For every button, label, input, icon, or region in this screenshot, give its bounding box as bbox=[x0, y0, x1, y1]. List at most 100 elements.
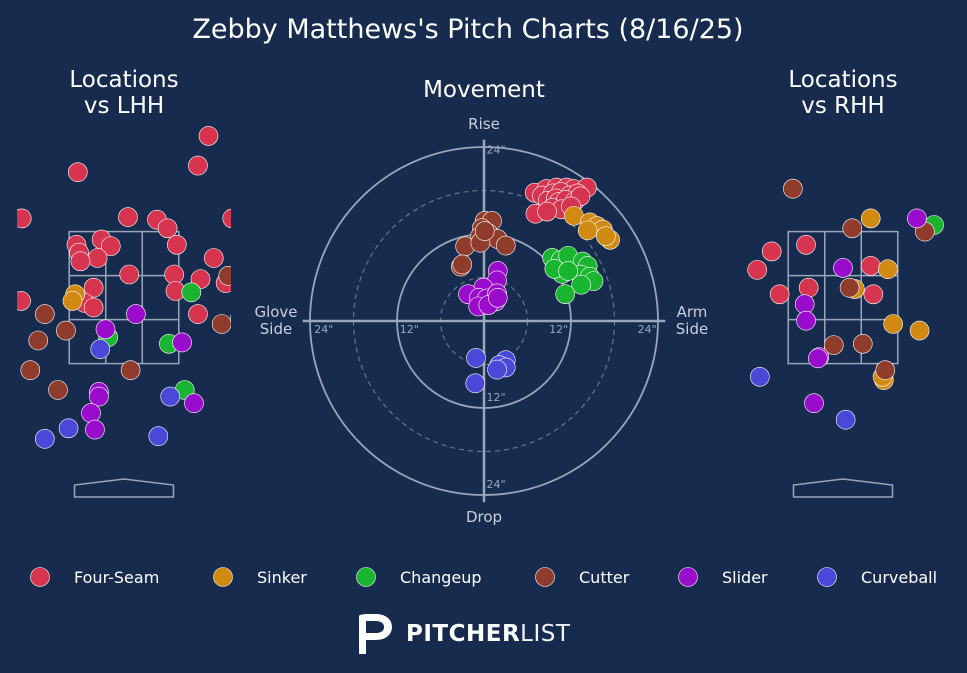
legend-marker-four-seam bbox=[30, 567, 50, 587]
lhh-point-four-seam-16 bbox=[236, 252, 255, 271]
lhh-point-cutter-1 bbox=[34, 304, 55, 324]
lhh-point-four-seam-12 bbox=[87, 248, 108, 268]
rhh-point-slider-3 bbox=[796, 310, 816, 331]
lhh-point-slider-2 bbox=[172, 332, 192, 353]
legend-item-four-seam: Four-Seam bbox=[30, 567, 159, 587]
lhh-point-cutter-4 bbox=[28, 330, 49, 351]
lhh-point-four-seam-24 bbox=[83, 297, 104, 318]
rhh-point-sinker-3 bbox=[883, 314, 903, 334]
rhh-point-slider-0 bbox=[907, 208, 927, 229]
lhh-point-cutter-2 bbox=[211, 314, 231, 334]
legend-marker-sinker bbox=[213, 567, 233, 587]
legend-label-sinker: Sinker bbox=[257, 568, 307, 587]
legend-item-curveball: Curveball bbox=[817, 567, 937, 587]
lhh-point-cutter-3 bbox=[56, 320, 76, 341]
lhh-home-plate bbox=[73, 478, 175, 498]
rhh-point-slider-5 bbox=[808, 348, 828, 369]
rhh-point-sinker-1 bbox=[878, 259, 898, 280]
lhh-point-curveball-4 bbox=[148, 426, 169, 447]
movement-point-four-seam-21 bbox=[537, 201, 557, 222]
lhh-point-four-seam-15 bbox=[203, 248, 224, 268]
movement-title: Movement bbox=[423, 77, 545, 103]
lhh-point-cutter-6 bbox=[20, 360, 41, 381]
rhh-point-four-seam-0 bbox=[796, 235, 816, 255]
rhh-point-four-seam-6 bbox=[863, 284, 884, 305]
lhh-point-slider-0 bbox=[95, 319, 116, 340]
rhh-point-slider-6 bbox=[804, 393, 824, 414]
rhh-point-cutter-4 bbox=[852, 333, 873, 354]
lhh-point-curveball-2 bbox=[58, 418, 79, 439]
movement-point-changeup-11 bbox=[571, 274, 591, 295]
rhh-point-cutter-3 bbox=[839, 277, 860, 298]
legend-marker-slider bbox=[678, 567, 698, 587]
rhh-point-slider-1 bbox=[833, 258, 853, 278]
axis-label-arm-side: Arm Side bbox=[676, 303, 708, 338]
legend-label-slider: Slider bbox=[722, 568, 768, 587]
rhh-point-four-seam-5 bbox=[769, 284, 790, 305]
rhh-point-curveball-1 bbox=[835, 409, 856, 430]
legend-item-cutter: Cutter bbox=[535, 567, 630, 587]
lhh-point-four-seam-26 bbox=[188, 304, 208, 324]
ring-label-bottom-24: 24" bbox=[486, 478, 505, 491]
pitcherlist-p-icon bbox=[359, 614, 392, 654]
legend-item-slider: Slider bbox=[678, 567, 768, 587]
rhh-point-cutter-0 bbox=[783, 178, 803, 199]
ring-label-right-12: 12" bbox=[549, 323, 568, 336]
movement-point-cutter-9 bbox=[495, 235, 516, 256]
lhh-point-four-seam-22 bbox=[83, 277, 104, 298]
lhh-point-slider-6 bbox=[184, 393, 204, 414]
lhh-point-four-seam-6 bbox=[157, 218, 178, 239]
rhh-point-four-seam-3 bbox=[860, 256, 881, 276]
lhh-point-slider-7 bbox=[81, 403, 101, 423]
lhh-point-four-seam-1 bbox=[188, 155, 208, 176]
legend-label-changeup: Changeup bbox=[400, 568, 482, 587]
axis-label-rise: Rise bbox=[468, 115, 500, 133]
rhh-point-four-seam-1 bbox=[761, 241, 782, 262]
ring-label-bottom-12: 12" bbox=[486, 391, 505, 404]
rhh-home-plate bbox=[792, 478, 894, 498]
movement-point-changeup-12 bbox=[555, 284, 576, 304]
movement-point-sinker-6 bbox=[595, 226, 616, 246]
lhh-point-four-seam-10 bbox=[101, 236, 121, 256]
lhh-point-cutter-7 bbox=[48, 380, 68, 400]
legend-label-cutter: Cutter bbox=[579, 568, 630, 587]
lhh-point-four-seam-18 bbox=[164, 264, 184, 285]
ring-label-left-12: 12" bbox=[400, 323, 419, 336]
lhh-point-four-seam-28 bbox=[0, 315, 16, 334]
brand-bold: PITCHER bbox=[406, 621, 521, 647]
lhh-point-cutter-0 bbox=[218, 266, 231, 286]
locations-rhh-panel: Locations vs RHH bbox=[747, 67, 944, 498]
ring-label-left-24: 24" bbox=[314, 323, 333, 336]
pitcherlist-logo: PITCHERLIST bbox=[356, 612, 570, 656]
lhh-point-four-seam-3 bbox=[17, 208, 32, 229]
lhh-point-four-seam-13 bbox=[70, 251, 91, 272]
rhh-point-four-seam-2 bbox=[747, 260, 768, 280]
lhh-point-curveball-3 bbox=[34, 429, 55, 449]
axis-label-drop: Drop bbox=[466, 508, 502, 526]
lhh-point-changeup-0 bbox=[181, 282, 202, 303]
rhh-point-cutter-6 bbox=[823, 335, 844, 355]
lhh-point-four-seam-17 bbox=[119, 264, 140, 285]
lhh-point-sinker-1 bbox=[62, 291, 83, 311]
legend-marker-cutter bbox=[535, 567, 555, 587]
lhh-point-curveball-0 bbox=[90, 339, 111, 359]
movement-panel: Movement 24" 24" 12" 24" 12" 12" 24" Rise Drop Glo… bbox=[254, 77, 708, 526]
movement-point-changeup-9 bbox=[558, 261, 578, 281]
legend-item-sinker: Sinker bbox=[213, 567, 307, 587]
movement-point-slider-10 bbox=[487, 287, 508, 308]
lhh-point-slider-8 bbox=[85, 419, 105, 440]
lhh-point-slider-1 bbox=[126, 304, 146, 324]
rhh-title: Locations vs RHH bbox=[788, 67, 897, 119]
rhh-point-sinker-4 bbox=[909, 320, 930, 341]
movement-point-curveball-0 bbox=[466, 348, 486, 368]
movement-point-cutter-10 bbox=[474, 221, 495, 241]
lhh-point-cutter-5 bbox=[120, 360, 141, 381]
lhh-point-four-seam-27 bbox=[230, 313, 231, 321]
chart-title: Zebby Matthews's Pitch Charts (8/16/25) bbox=[192, 14, 743, 45]
rhh-point-four-seam-4 bbox=[798, 277, 819, 298]
rhh-point-cutter-1 bbox=[842, 218, 863, 239]
rhh-point-cutter-5 bbox=[875, 360, 896, 381]
movement-point-curveball-4 bbox=[487, 359, 507, 380]
movement-point-curveball-5 bbox=[465, 373, 486, 394]
